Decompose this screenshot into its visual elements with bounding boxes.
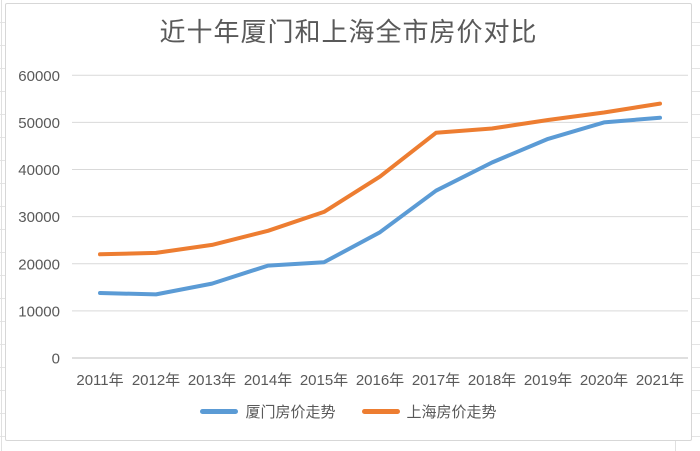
plot-svg: 0 10000 20000 30000 40000 50000 60000 2011年 2012… bbox=[18, 68, 688, 389]
x-tick-label: 2015年 bbox=[300, 372, 348, 389]
legend-swatch-xiamen bbox=[200, 409, 239, 414]
chart[interactable]: 近十年厦门和上海全市房价对比 0 10000 20000 30000 40000 5000… bbox=[5, 3, 692, 441]
y-tick-label: 60000 bbox=[18, 68, 60, 85]
worksheet-gridlines-right bbox=[692, 0, 700, 451]
x-tick-label: 2019年 bbox=[524, 372, 572, 389]
series-line-0[interactable] bbox=[98, 115, 662, 297]
x-tick-label: 2021年 bbox=[636, 372, 684, 389]
x-tick-label: 2012年 bbox=[132, 372, 180, 389]
legend-swatch-shanghai bbox=[361, 409, 400, 414]
legend-label-shanghai: 上海房价走势 bbox=[406, 404, 497, 421]
legend-item-xiamen[interactable]: 厦门房价走势 bbox=[200, 401, 336, 422]
chart-title: 近十年厦门和上海全市房价对比 bbox=[159, 17, 538, 47]
worksheet-column-line-bottom bbox=[675, 441, 676, 451]
x-tick-label: 2017年 bbox=[412, 372, 460, 389]
x-tick-label: 2013年 bbox=[188, 372, 236, 389]
y-tick-label: 10000 bbox=[18, 303, 60, 320]
worksheet-gridlines-left bbox=[0, 0, 5, 451]
x-tick-label: 2020年 bbox=[580, 372, 628, 389]
x-tick-label: 2014年 bbox=[244, 372, 292, 389]
y-tick-label: 50000 bbox=[18, 115, 60, 132]
gridlines bbox=[72, 74, 688, 359]
series-line-1[interactable] bbox=[98, 101, 662, 257]
legend: 厦门房价走势 上海房价走势 bbox=[6, 401, 691, 422]
worksheet-column-line bbox=[1, 0, 2, 451]
y-tick-label: 40000 bbox=[18, 162, 60, 179]
x-tick-label: 2016年 bbox=[356, 372, 404, 389]
legend-item-shanghai[interactable]: 上海房价走势 bbox=[361, 401, 497, 422]
y-axis-labels: 0 10000 20000 30000 40000 50000 60000 bbox=[18, 68, 60, 368]
y-tick-label: 0 bbox=[52, 351, 60, 368]
legend-label-xiamen: 厦门房价走势 bbox=[245, 404, 336, 421]
x-axis-labels: 2011年 2012年 2013年 2014年 2015年 2016年 2017年 2018年… bbox=[76, 372, 684, 389]
y-tick-label: 30000 bbox=[18, 209, 60, 226]
x-tick-label: 2011年 bbox=[76, 372, 123, 389]
x-tick-label: 2018年 bbox=[468, 372, 516, 389]
y-tick-label: 20000 bbox=[18, 256, 60, 273]
